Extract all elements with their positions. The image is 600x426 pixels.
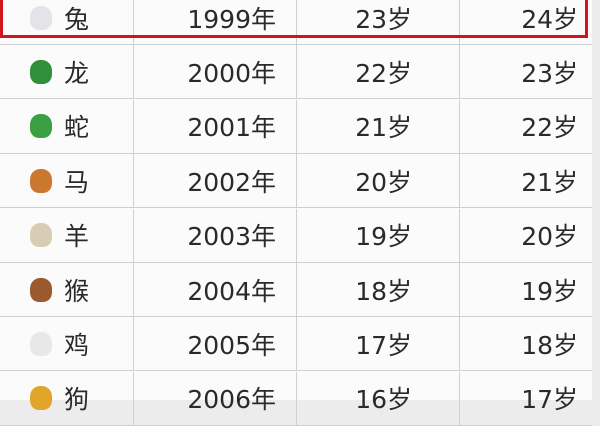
zodiac-cell: 蛇 [0, 99, 134, 153]
table-row: 龙 2000年 22岁 23岁 [0, 45, 592, 100]
birth-year-cell: 2002年 [134, 154, 297, 208]
table-row: 狗 2006年 16岁 17岁 [0, 371, 592, 426]
age-cell: 16岁 [297, 371, 460, 425]
zodiac-label: 羊 [63, 222, 89, 252]
horse-icon [29, 168, 52, 193]
row-highlight-box [0, 0, 588, 38]
table-row: 猴 2004年 18岁 19岁 [0, 263, 592, 317]
age-cell: 23岁 [297, 0, 460, 44]
age-cell: 18岁 [297, 263, 460, 316]
table-row: 蛇 2001年 21岁 22岁 [0, 99, 592, 154]
zodiac-label: 马 [63, 167, 89, 197]
birth-year-cell: 2000年 [134, 45, 297, 99]
snake-icon [29, 114, 52, 139]
age-cell: 20岁 [297, 154, 460, 208]
zodiac-label: 兔 [63, 4, 89, 34]
birth-year-cell: 1999年 [134, 0, 297, 44]
age-cell: 17岁 [297, 317, 460, 371]
table-row: 兔 1999年 23岁 24岁 [0, 0, 592, 45]
nominal-age-cell: 23岁 [521, 58, 578, 88]
nominal-age-cell: 22岁 [521, 113, 578, 143]
zodiac-cell: 羊 [0, 208, 134, 262]
birth-year-cell: 2003年 [134, 208, 297, 262]
birth-year-cell: 2001年 [134, 99, 297, 153]
nominal-age-cell: 17岁 [521, 385, 578, 415]
dog-icon [29, 386, 52, 411]
birth-year-cell: 2004年 [134, 263, 297, 316]
table-row: 羊 2003年 19岁 20岁 [0, 208, 592, 263]
zodiac-cell: 猴 [0, 263, 134, 316]
table-row: 鸡 2005年 17岁 18岁 [0, 317, 592, 372]
zodiac-label: 猴 [63, 276, 89, 306]
nominal-age-cell: 18岁 [521, 330, 578, 360]
zodiac-label: 龙 [63, 58, 89, 88]
birth-year-cell: 2005年 [134, 317, 297, 371]
zodiac-cell: 马 [0, 154, 134, 208]
table-row: 马 2002年 20岁 21岁 [0, 154, 592, 209]
rabbit-icon [29, 5, 52, 30]
zodiac-cell: 龙 [0, 45, 134, 99]
monkey-icon [29, 277, 52, 302]
age-cell: 21岁 [297, 99, 460, 153]
nominal-age-cell: 24岁 [521, 4, 578, 34]
dragon-icon [29, 59, 52, 84]
zodiac-label: 狗 [63, 385, 89, 415]
zodiac-label: 鸡 [63, 330, 89, 360]
zodiac-cell: 狗 [0, 371, 134, 425]
nominal-age-cell: 20岁 [521, 222, 578, 252]
zodiac-label: 蛇 [63, 113, 89, 143]
nominal-age-cell: 19岁 [521, 276, 578, 306]
zodiac-cell: 鸡 [0, 317, 134, 371]
age-cell: 19岁 [297, 208, 460, 262]
sheep-icon [29, 223, 52, 248]
nominal-age-cell: 21岁 [521, 167, 578, 197]
zodiac-cell: 兔 [0, 0, 134, 44]
rooster-icon [29, 331, 52, 356]
birth-year-cell: 2006年 [134, 371, 297, 425]
age-cell: 22岁 [297, 45, 460, 99]
